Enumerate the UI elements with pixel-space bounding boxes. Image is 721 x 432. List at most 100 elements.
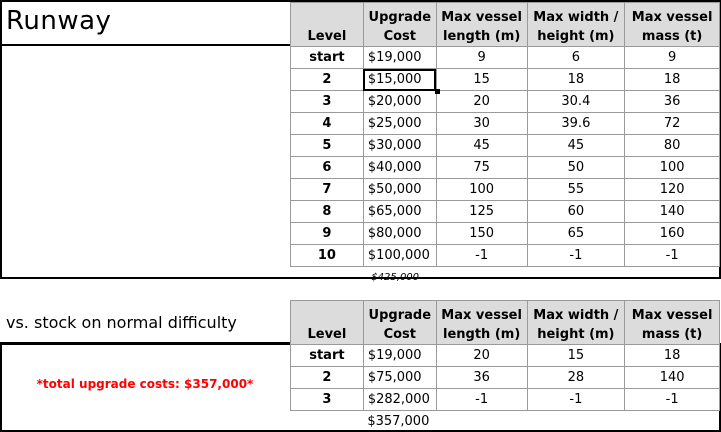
cell-max-mass[interactable]: 36 (624, 90, 720, 113)
cell-max-length[interactable]: 150 (435, 222, 528, 245)
cell-max-mass[interactable]: 9 (624, 46, 720, 69)
cell-max-width-height[interactable]: 39.6 (526, 112, 626, 135)
cell-upgrade-cost[interactable]: $75,000 (362, 366, 437, 389)
cell-max-mass[interactable]: -1 (624, 244, 720, 267)
table-row: 4 $25,000 30 39.6 72 (290, 112, 720, 135)
total-row: $357,000 (291, 411, 720, 432)
empty-cell (291, 267, 364, 288)
cell-max-length[interactable]: 20 (435, 344, 528, 367)
cell-level[interactable]: 7 (290, 178, 364, 201)
cell-level[interactable]: 3 (290, 90, 364, 113)
cell-level[interactable]: 2 (290, 366, 364, 389)
cell-level[interactable]: 3 (290, 388, 364, 411)
table-row: 7 $50,000 100 55 120 (290, 178, 720, 201)
cell-max-width-height[interactable]: 6 (526, 46, 626, 69)
cell-max-length[interactable]: -1 (435, 388, 528, 411)
cell-upgrade-cost[interactable]: $65,000 (362, 200, 437, 223)
cell-max-length[interactable]: 30 (435, 112, 528, 135)
cell-level[interactable]: start (290, 344, 364, 367)
empty-cell (625, 411, 720, 432)
cell-max-mass[interactable]: 18 (624, 68, 720, 91)
header-upgrade-cost[interactable]: Upgrade Cost (362, 2, 437, 47)
cell-upgrade-cost[interactable]: $30,000 (362, 134, 437, 157)
table-row: 3 $20,000 20 30.4 36 (290, 90, 720, 113)
table-row: 10 $100,000 -1 -1 -1 (290, 244, 720, 267)
cell-max-mass[interactable]: 80 (624, 134, 720, 157)
cell-upgrade-cost[interactable]: $15,000 (362, 68, 441, 95)
cell-max-length[interactable]: 20 (435, 90, 528, 113)
cell-max-mass[interactable]: 120 (624, 178, 720, 201)
cell-upgrade-cost[interactable]: $50,000 (362, 178, 437, 201)
cell-max-mass[interactable]: 140 (624, 366, 720, 389)
cell-level[interactable]: start (290, 46, 364, 69)
table-row: 6 $40,000 75 50 100 (290, 156, 720, 179)
total-costs-note: *total upgrade costs: $357,000* (36, 377, 254, 391)
cell-max-width-height[interactable]: -1 (526, 388, 626, 411)
cell-max-mass[interactable]: 140 (624, 200, 720, 223)
header-max-length[interactable]: Max vessel length (m) (435, 2, 528, 47)
total-cost-cell[interactable]: $425,000 (371, 271, 420, 283)
cell-max-width-height[interactable]: -1 (526, 244, 626, 267)
header-max-length[interactable]: Max vessel length (m) (435, 300, 528, 345)
cell-upgrade-cost[interactable]: $100,000 (362, 244, 437, 267)
cell-max-width-height[interactable]: 55 (526, 178, 626, 201)
cell-max-length[interactable]: 125 (435, 200, 528, 223)
table-row: 5 $30,000 45 45 80 (290, 134, 720, 157)
cell-max-width-height[interactable]: 15 (526, 344, 626, 367)
header-max-mass[interactable]: Max vessel mass (t) (624, 300, 720, 345)
cell-max-width-height[interactable]: 60 (526, 200, 626, 223)
table-row: 3 $282,000 -1 -1 -1 (290, 388, 720, 411)
cell-max-length[interactable]: 75 (435, 156, 528, 179)
cell-max-length[interactable]: 15 (435, 68, 528, 91)
table-row: 2 $75,000 36 28 140 (290, 366, 720, 389)
cell-max-width-height[interactable]: 50 (526, 156, 626, 179)
header-max-width-height[interactable]: Max width / height (m) (526, 300, 626, 345)
cell-max-length[interactable]: 36 (435, 366, 528, 389)
header-max-mass[interactable]: Max vessel mass (t) (624, 2, 720, 47)
cell-max-width-height[interactable]: 18 (526, 68, 626, 91)
subtitle-underline (0, 342, 292, 344)
cell-upgrade-cost[interactable]: $282,000 (362, 388, 437, 411)
header-upgrade-cost[interactable]: Upgrade Cost (362, 300, 437, 345)
table-row: 8 $65,000 125 60 140 (290, 200, 720, 223)
total-cost-cell[interactable]: $357,000 (367, 413, 430, 429)
cell-max-width-height[interactable]: 28 (526, 366, 626, 389)
header-level[interactable]: Level (290, 2, 364, 47)
cell-upgrade-cost[interactable]: $19,000 (362, 344, 437, 367)
cell-level[interactable]: 10 (290, 244, 364, 267)
cell-max-length[interactable]: 100 (435, 178, 528, 201)
cell-level[interactable]: 8 (290, 200, 364, 223)
cell-max-length[interactable]: 45 (435, 134, 528, 157)
page-title: Runway (6, 6, 112, 36)
cell-level[interactable]: 6 (290, 156, 364, 179)
cell-upgrade-cost[interactable]: $20,000 (362, 90, 437, 113)
cell-max-width-height[interactable]: 65 (526, 222, 626, 245)
cell-max-mass[interactable]: 160 (624, 222, 720, 245)
title-underline (0, 44, 292, 46)
cell-max-mass[interactable]: 100 (624, 156, 720, 179)
cell-max-mass[interactable]: 72 (624, 112, 720, 135)
cell-upgrade-cost[interactable]: $40,000 (362, 156, 437, 179)
runway-table: Level Upgrade Cost Max vessel length (m)… (290, 2, 720, 287)
stock-table: Level Upgrade Cost Max vessel length (m)… (290, 300, 720, 431)
cell-upgrade-cost[interactable]: $25,000 (362, 112, 437, 135)
cell-max-length[interactable]: -1 (435, 244, 528, 267)
cell-max-length[interactable]: 9 (435, 46, 528, 69)
empty-cell (291, 411, 364, 432)
cell-max-mass[interactable]: -1 (624, 388, 720, 411)
cell-upgrade-cost[interactable]: $19,000 (362, 46, 437, 69)
section-subtitle: vs. stock on normal difficulty (6, 313, 237, 332)
empty-cell (625, 267, 720, 288)
header-max-width-height[interactable]: Max width / height (m) (526, 2, 626, 47)
table-row: start $19,000 20 15 18 (290, 344, 720, 367)
cell-level[interactable]: 9 (290, 222, 364, 245)
header-level[interactable]: Level (290, 300, 364, 345)
cell-level[interactable]: 4 (290, 112, 364, 135)
cell-level[interactable]: 5 (290, 134, 364, 157)
total-row: $425,000 (291, 267, 720, 288)
cell-max-mass[interactable]: 18 (624, 344, 720, 367)
cell-max-width-height[interactable]: 45 (526, 134, 626, 157)
cell-max-width-height[interactable]: 30.4 (526, 90, 626, 113)
cell-level[interactable]: 2 (290, 68, 364, 91)
cell-upgrade-cost[interactable]: $80,000 (362, 222, 437, 245)
